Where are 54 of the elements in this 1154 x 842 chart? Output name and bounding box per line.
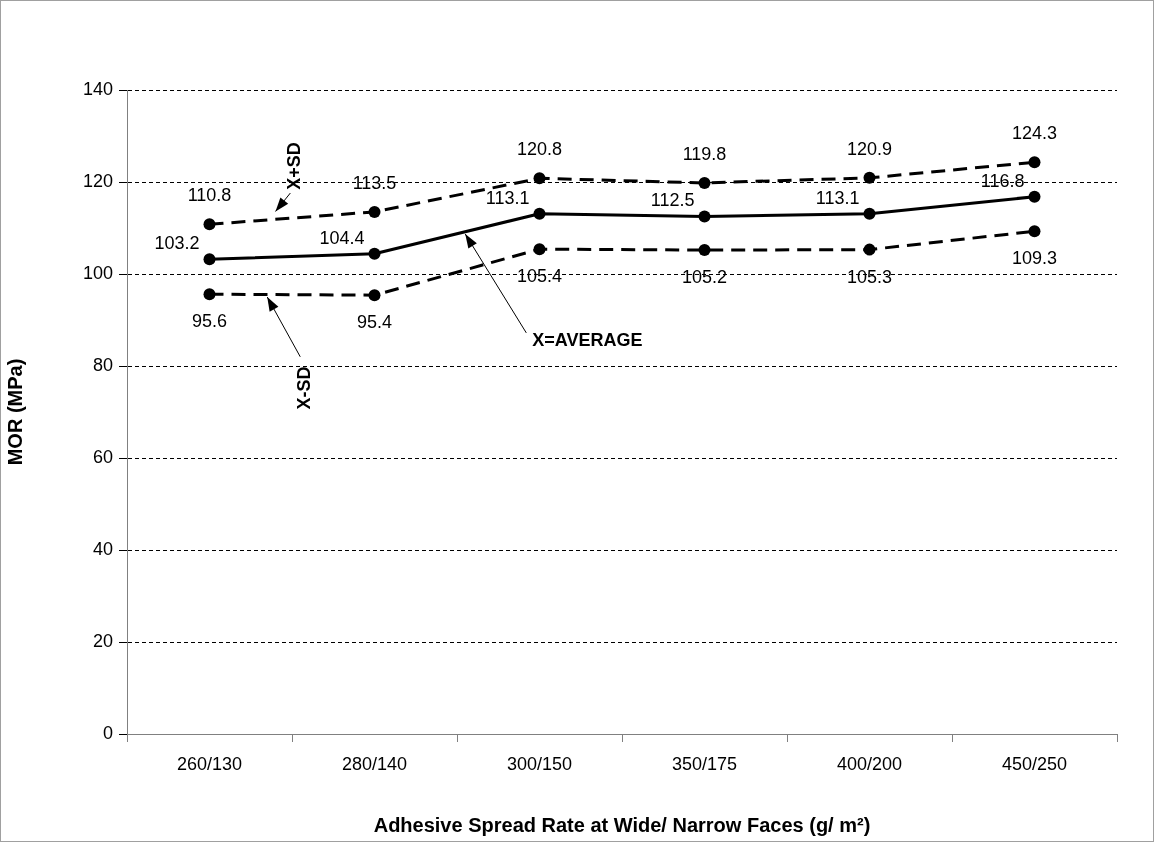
y-tick-label: 80 xyxy=(92,354,113,375)
x-tick-label: 350/175 xyxy=(671,753,738,774)
x-axis-title: Adhesive Spread Rate at Wide/ Narrow Faces (g/ m²) xyxy=(373,813,871,836)
data-label: 119.8 xyxy=(682,143,727,164)
point xyxy=(368,289,381,302)
point xyxy=(1028,190,1041,203)
data-label: 109.3 xyxy=(1011,248,1058,269)
y-tick-label: 100 xyxy=(82,262,113,283)
data-label: 95.6 xyxy=(191,311,228,332)
x-tick-label: 400/200 xyxy=(836,753,903,774)
point xyxy=(1028,225,1041,238)
point xyxy=(1028,156,1041,169)
point xyxy=(368,247,381,260)
data-label: 120.9 xyxy=(846,138,893,159)
data-label: 113.1 xyxy=(815,187,860,208)
point xyxy=(533,172,546,185)
data-label: 112.5 xyxy=(650,190,695,211)
point xyxy=(863,171,876,184)
point xyxy=(863,243,876,256)
point xyxy=(203,288,216,301)
y-tick-label: 0 xyxy=(102,722,113,743)
y-axis-title: MOR (MPa) xyxy=(3,358,26,466)
data-label: 105.2 xyxy=(681,267,728,288)
point xyxy=(698,210,711,223)
x-tick-label: 260/130 xyxy=(176,753,243,774)
data-label: 113.1 xyxy=(485,187,530,208)
x-tick-label: 450/250 xyxy=(1001,753,1068,774)
text: X-SD xyxy=(294,366,315,410)
point xyxy=(533,243,546,256)
y-tick-label: 140 xyxy=(82,78,113,99)
point xyxy=(203,253,216,266)
data-label: 110.8 xyxy=(187,185,232,206)
point xyxy=(368,205,381,218)
x-tick-label: 300/150 xyxy=(506,753,573,774)
text: X=AVERAGE xyxy=(532,330,643,351)
data-label: 95.4 xyxy=(356,312,393,333)
data-label: 113.5 xyxy=(352,172,397,193)
data-label: 116.8 xyxy=(980,170,1025,191)
y-tick-label: 60 xyxy=(92,446,113,467)
text: X+SD xyxy=(284,142,305,190)
y-tick-label: 120 xyxy=(82,170,113,191)
data-label: 124.3 xyxy=(1011,123,1058,144)
data-label: 103.2 xyxy=(154,233,200,254)
data-label: 120.8 xyxy=(516,139,563,160)
point xyxy=(533,207,546,220)
point xyxy=(203,218,216,231)
point xyxy=(698,176,711,189)
point xyxy=(698,244,711,257)
y-tick-label: 40 xyxy=(92,538,113,559)
point xyxy=(863,207,876,220)
x-tick-label: 280/140 xyxy=(341,753,408,774)
data-label: 104.4 xyxy=(319,227,365,248)
y-tick-label: 20 xyxy=(92,630,113,651)
data-label: 105.3 xyxy=(846,266,893,287)
